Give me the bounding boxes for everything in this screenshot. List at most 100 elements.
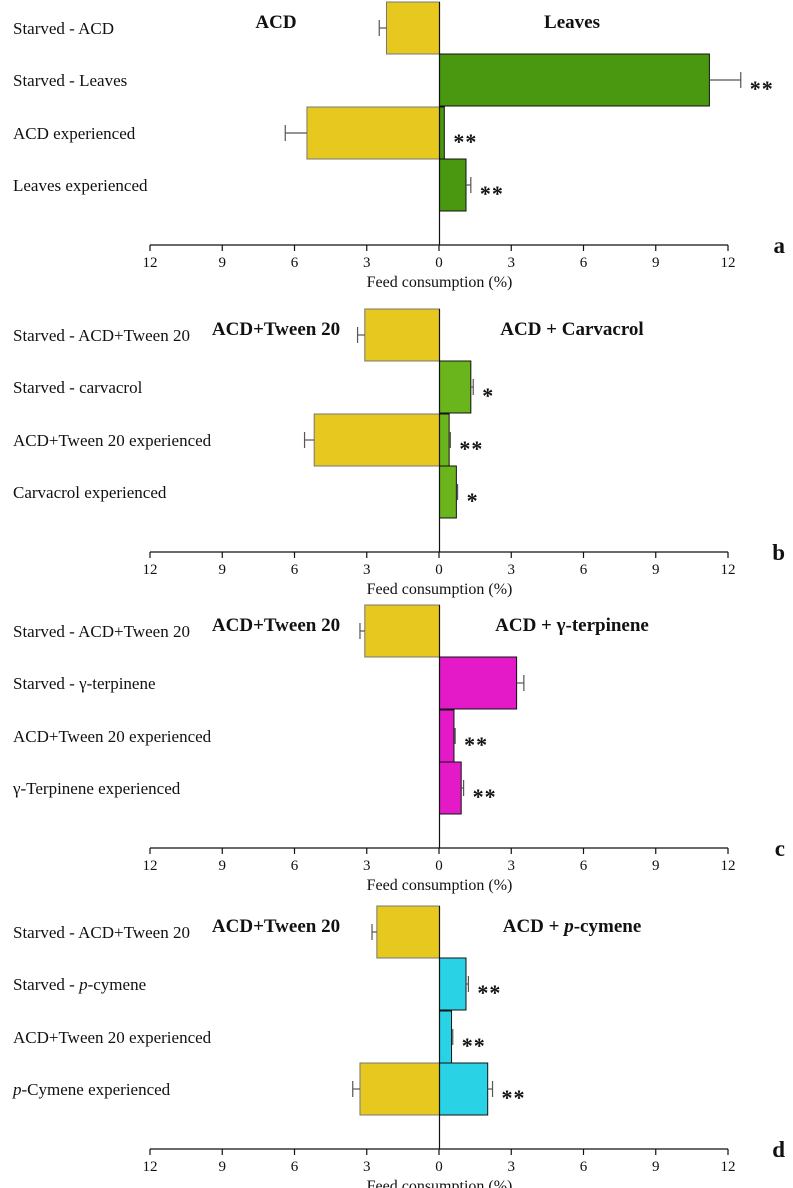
x-tick-label: 3 — [363, 562, 371, 578]
x-tick-label: 6 — [580, 562, 588, 578]
left-group-label: ACD+Tween 20 — [212, 916, 340, 937]
right-group-label: ACD + Carvacrol — [500, 319, 643, 340]
category-label-italic: p — [12, 1080, 22, 1099]
bar-right — [439, 360, 472, 414]
x-tick-label: 12 — [143, 858, 158, 874]
category-label: Starved - ACD+Tween 20 — [13, 622, 190, 641]
category-label-prefix: Starved - — [13, 975, 79, 994]
x-tick-label: 3 — [508, 858, 516, 874]
x-tick-label: 12 — [143, 1159, 158, 1175]
left-group-label: ACD+Tween 20 — [212, 319, 340, 340]
bar-right — [439, 709, 455, 763]
panel-c: ACD+Tween 20 ACD + γ-terpinene Starved - A… — [12, 604, 785, 894]
bar-right — [439, 761, 462, 815]
panel-d: ACD+Tween 20 ACD + p-cymene Starved - ACD+… — [12, 905, 785, 1188]
category-label: Starved - Leaves — [13, 71, 127, 90]
significance-label: ** — [502, 1085, 526, 1110]
x-tick-label: 6 — [291, 562, 299, 578]
category-label: Carvacrol experienced — [13, 483, 167, 502]
x-tick-label: 6 — [580, 858, 588, 874]
panel-letter: d — [772, 1137, 785, 1162]
category-label-suffix: -Cymene experienced — [22, 1080, 171, 1099]
x-tick-label: 12 — [143, 255, 158, 271]
bar-right — [439, 413, 450, 467]
x-tick-label: 9 — [652, 255, 660, 271]
category-label: Starved - ACD+Tween 20 — [13, 923, 190, 942]
significance-label: * — [482, 383, 494, 408]
right-group-label-suffix: -cymene — [574, 916, 642, 937]
panel-b: ACD+Tween 20 ACD + Carvacrol Starved - ACD… — [13, 308, 785, 598]
x-tick-label: 12 — [143, 562, 158, 578]
x-tick-label: 9 — [652, 858, 660, 874]
significance-label: ** — [473, 784, 497, 809]
category-label: Starved - p-cymene — [13, 975, 146, 994]
right-group-label: ACD + γ-terpinene — [495, 615, 649, 636]
category-label: γ-Terpinene experienced — [12, 779, 181, 798]
category-label: Leaves experienced — [13, 176, 148, 195]
bar-right — [439, 106, 445, 160]
x-tick-label: 9 — [219, 858, 227, 874]
x-tick-label: 3 — [508, 562, 516, 578]
x-tick-label: 0 — [435, 255, 443, 271]
panel-letter: a — [774, 233, 786, 258]
x-tick-label: 3 — [363, 255, 371, 271]
x-tick-label: 0 — [435, 1159, 443, 1175]
x-tick-label: 3 — [363, 858, 371, 874]
bar-left — [359, 1062, 440, 1116]
right-group-label: ACD + p-cymene — [503, 916, 642, 937]
category-label: ACD+Tween 20 experienced — [13, 727, 212, 746]
significance-label: ** — [750, 76, 774, 101]
left-group-label: ACD+Tween 20 — [212, 615, 340, 636]
significance-label: ** — [477, 980, 501, 1005]
x-axis-title: Feed consumption (%) — [367, 274, 513, 291]
x-tick-label: 12 — [721, 255, 736, 271]
x-tick-label: 6 — [291, 255, 299, 271]
bar-left — [306, 106, 441, 160]
x-tick-label: 6 — [580, 1159, 588, 1175]
x-tick-label: 6 — [291, 858, 299, 874]
x-tick-label: 12 — [721, 858, 736, 874]
x-tick-label: 3 — [508, 1159, 516, 1175]
bar-right — [439, 465, 457, 519]
x-tick-label: 9 — [219, 255, 227, 271]
x-tick-label: 3 — [508, 255, 516, 271]
category-label: ACD+Tween 20 experienced — [13, 431, 212, 450]
bar-right — [439, 158, 467, 212]
category-label-italic: p — [78, 975, 88, 994]
right-group-label-italic: p — [562, 916, 574, 937]
x-tick-label: 12 — [721, 562, 736, 578]
x-tick-label: 9 — [652, 1159, 660, 1175]
x-tick-label: 9 — [219, 1159, 227, 1175]
left-group-label: ACD — [255, 12, 296, 33]
significance-label: ** — [462, 1033, 486, 1058]
category-label: Starved - γ-terpinene — [13, 674, 156, 693]
category-label: ACD experienced — [13, 124, 136, 143]
bar-left — [364, 308, 441, 362]
category-label: Starved - carvacrol — [13, 378, 143, 397]
category-label-suffix: -cymene — [88, 975, 147, 994]
right-group-label: Leaves — [544, 12, 600, 33]
x-axis-title: Feed consumption (%) — [367, 1178, 513, 1188]
x-tick-label: 3 — [363, 1159, 371, 1175]
significance-label: ** — [464, 732, 488, 757]
x-axis-title: Feed consumption (%) — [367, 581, 513, 598]
category-label: Starved - ACD+Tween 20 — [13, 326, 190, 345]
bar-right — [439, 656, 518, 710]
bar-right — [439, 957, 467, 1011]
panel-letter: c — [775, 836, 785, 861]
category-label: Starved - ACD — [13, 19, 114, 38]
significance-label: ** — [480, 181, 504, 206]
panel-a: ACD Leaves Starved - ACD Starved - Leaves AC… — [13, 1, 786, 291]
x-tick-label: 0 — [435, 858, 443, 874]
category-label: p-Cymene experienced — [12, 1080, 171, 1099]
x-axis-title: Feed consumption (%) — [367, 877, 513, 894]
x-tick-label: 0 — [435, 562, 443, 578]
bar-left — [385, 1, 441, 55]
bar-right — [439, 1062, 489, 1116]
x-tick-label: 12 — [721, 1159, 736, 1175]
significance-label: ** — [459, 436, 483, 461]
x-tick-label: 9 — [219, 562, 227, 578]
bar-right — [439, 53, 710, 107]
x-tick-label: 9 — [652, 562, 660, 578]
